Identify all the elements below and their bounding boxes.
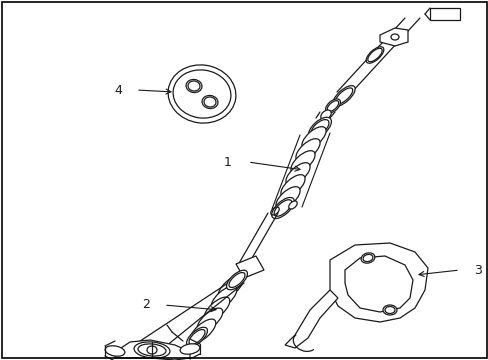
Ellipse shape	[211, 286, 236, 310]
Ellipse shape	[301, 127, 325, 149]
Ellipse shape	[275, 187, 300, 209]
Polygon shape	[285, 290, 337, 348]
Ellipse shape	[332, 86, 354, 106]
Ellipse shape	[285, 163, 309, 185]
Polygon shape	[345, 256, 412, 312]
Polygon shape	[115, 340, 190, 360]
Ellipse shape	[280, 175, 305, 197]
Ellipse shape	[308, 117, 331, 139]
Ellipse shape	[295, 139, 320, 161]
Ellipse shape	[325, 99, 340, 113]
Ellipse shape	[288, 201, 297, 209]
Ellipse shape	[290, 151, 314, 173]
Text: 4: 4	[114, 84, 122, 96]
Polygon shape	[329, 243, 427, 322]
Ellipse shape	[105, 346, 124, 356]
Ellipse shape	[360, 253, 374, 263]
Ellipse shape	[320, 110, 330, 120]
Text: 2: 2	[142, 298, 150, 311]
Ellipse shape	[382, 305, 396, 315]
Text: 3: 3	[473, 264, 481, 276]
Ellipse shape	[185, 80, 202, 93]
Polygon shape	[429, 8, 459, 20]
Ellipse shape	[226, 270, 247, 290]
Ellipse shape	[271, 198, 294, 219]
Ellipse shape	[147, 346, 157, 354]
Ellipse shape	[168, 65, 235, 123]
Text: 1: 1	[224, 156, 231, 168]
Ellipse shape	[186, 327, 207, 347]
Polygon shape	[379, 28, 407, 46]
Ellipse shape	[197, 308, 223, 332]
Ellipse shape	[202, 95, 218, 108]
Ellipse shape	[218, 275, 244, 299]
Ellipse shape	[134, 342, 170, 358]
Ellipse shape	[366, 47, 383, 63]
Ellipse shape	[180, 344, 200, 354]
Polygon shape	[236, 256, 264, 278]
Ellipse shape	[204, 297, 229, 321]
Ellipse shape	[190, 319, 215, 343]
